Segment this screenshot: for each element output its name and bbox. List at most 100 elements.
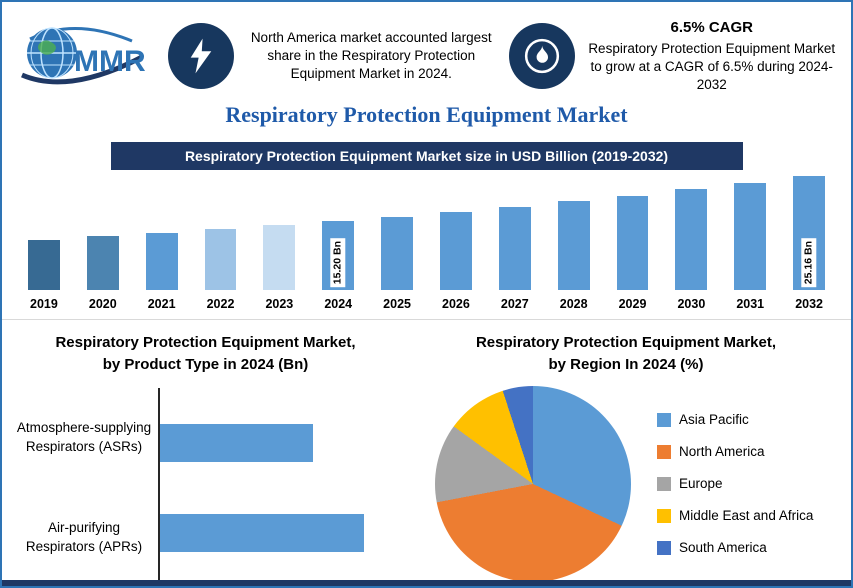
bar-column-2024: 15.20 Bn 2024: [309, 172, 368, 311]
region-chart: Respiratory Protection Equipment Market,…: [401, 328, 851, 586]
legend-label-europe: Europe: [679, 476, 723, 491]
x-axis-label-2029: 2029: [618, 297, 647, 311]
bar-2020: [86, 236, 119, 290]
bar-column-2026: 2026: [427, 172, 486, 311]
x-axis-label-2023: 2023: [265, 297, 294, 311]
x-axis-label-2024: 2024: [324, 297, 353, 311]
bar-area-2019: [15, 172, 74, 290]
legend-item-north-america: North America: [657, 444, 813, 459]
x-axis-label-2030: 2030: [677, 297, 706, 311]
bar-value-label-2032: 25.16 Bn: [801, 237, 817, 287]
product-type-chart: Respiratory Protection Equipment Market,…: [2, 328, 401, 587]
legend-swatch-asia-pacific: [657, 412, 672, 427]
callout-north-america-text: North America market accounted largest s…: [250, 29, 492, 82]
x-axis-label-2032: 2032: [795, 297, 823, 311]
bar-column-2019: 2019: [15, 172, 74, 311]
bar-2021: [145, 232, 178, 290]
legend-item-middle-east-and-africa: Middle East and Africa: [657, 508, 813, 523]
legend-label-asia-pacific: Asia Pacific: [679, 412, 749, 427]
legend-item-south-america: South America: [657, 540, 813, 555]
legend-swatch-south-america: [657, 540, 672, 555]
x-axis-label-2020: 2020: [88, 297, 117, 311]
bar-2028: [557, 201, 590, 290]
section-divider: [2, 319, 851, 320]
bar-2019: [28, 239, 60, 290]
market-size-chart-title: Respiratory Protection Equipment Market …: [110, 142, 743, 170]
hbar-category-labels: Atmosphere-supplying Respirators (ASRs) A…: [10, 388, 158, 587]
bar-area-2028: [544, 172, 603, 290]
market-size-bars: 2019 2020 2021 2022 2023 15.20 Bn 2024 2025 2026…: [15, 172, 839, 311]
x-axis-label-2022: 2022: [206, 297, 235, 311]
legend-label-middle-east-and-africa: Middle East and Africa: [679, 508, 814, 523]
bottom-accent-bar: [2, 580, 851, 586]
bar-2026: [440, 211, 472, 290]
callout-north-america: North America market accounted largest s…: [168, 23, 497, 89]
x-axis-label-2021: 2021: [147, 297, 176, 311]
bar-area-2027: [485, 172, 544, 290]
bar-column-2021: 2021: [132, 172, 191, 311]
hbar-air-purifying-respirators-aprs: [160, 513, 365, 552]
x-axis-label-2031: 2031: [736, 297, 765, 311]
hbar-plot-area: [158, 387, 395, 586]
callout-cagr-text-block: 6.5% CAGR Respiratory Protection Equipme…: [587, 18, 838, 95]
hbar-label-air-purifying-respirators-aprs: Air-purifying Respirators (APRs): [25, 519, 143, 554]
bar-2022: [204, 229, 237, 290]
region-pie: [435, 385, 632, 582]
region-chart-title: Respiratory Protection Equipment Market,…: [475, 334, 777, 373]
bar-area-2020: [73, 172, 132, 290]
bar-area-2023: [250, 172, 309, 290]
page-title: Respiratory Protection Equipment Market: [225, 102, 628, 127]
x-axis-label-2019: 2019: [30, 297, 58, 311]
bar-2030: [675, 189, 708, 290]
bar-column-2031: 2031: [721, 172, 780, 311]
legend-label-north-america: North America: [679, 444, 765, 459]
flame-icon: [508, 23, 575, 89]
bar-2024: 15.20 Bn: [322, 221, 355, 290]
bottom-charts: Respiratory Protection Equipment Market,…: [2, 320, 851, 587]
x-axis-label-2028: 2028: [559, 297, 588, 311]
bar-area-2026: [427, 172, 486, 290]
market-size-chart: Respiratory Protection Equipment Market …: [2, 142, 851, 311]
bar-column-2020: 2020: [73, 172, 132, 311]
bar-2023: [263, 225, 296, 290]
legend-swatch-north-america: [657, 444, 672, 459]
product-type-hbar-chart: Atmosphere-supplying Respirators (ASRs) A…: [10, 387, 401, 587]
globe-icon: MMR: [21, 27, 146, 85]
hbar-atmosphere-supplying-respirators-asrs: [160, 423, 313, 462]
bar-column-2029: 2029: [603, 172, 662, 311]
legend-swatch-europe: [657, 476, 672, 491]
bar-value-label-2024: 15.20 Bn: [330, 237, 346, 287]
bar-2027: [498, 206, 531, 290]
bar-area-2032: 25.16 Bn: [780, 172, 839, 290]
region-legend: Asia Pacific North America Europe Middle Ea…: [657, 412, 813, 555]
bar-column-2030: 2030: [662, 172, 721, 311]
svg-text:MMR: MMR: [74, 45, 146, 78]
bar-area-2030: [662, 172, 721, 290]
bar-column-2025: 2025: [368, 172, 427, 311]
bar-2031: [734, 182, 767, 290]
bar-2032: 25.16 Bn: [793, 175, 825, 290]
bar-2029: [616, 195, 649, 290]
bar-2025: [381, 216, 413, 290]
legend-swatch-middle-east-and-africa: [657, 508, 672, 523]
cagr-text: Respiratory Protection Equipment Market …: [588, 40, 836, 93]
callout-cagr: 6.5% CAGR Respiratory Protection Equipme…: [508, 18, 838, 95]
lightning-icon: [168, 23, 234, 89]
product-type-chart-title: Respiratory Protection Equipment Market,…: [55, 334, 356, 373]
legend-label-south-america: South America: [679, 540, 767, 555]
x-axis-label-2027: 2027: [500, 297, 529, 311]
bar-area-2024: 15.20 Bn: [309, 172, 368, 290]
bar-area-2022: [191, 172, 250, 290]
region-pie-wrap: Asia Pacific North America Europe Middle Ea…: [401, 385, 851, 582]
bar-column-2023: 2023: [250, 172, 309, 311]
bar-column-2027: 2027: [485, 172, 544, 311]
bar-column-2022: 2022: [191, 172, 250, 311]
bar-area-2021: [132, 172, 191, 290]
bar-area-2029: [603, 172, 662, 290]
header: MMR North America market accounted large…: [2, 2, 851, 100]
cagr-headline: 6.5% CAGR: [670, 18, 754, 36]
bar-column-2028: 2028: [544, 172, 603, 311]
hbar-label-atmosphere-supplying-respirators-asrs: Atmosphere-supplying Respirators (ASRs): [16, 419, 152, 454]
bar-area-2025: [368, 172, 427, 290]
